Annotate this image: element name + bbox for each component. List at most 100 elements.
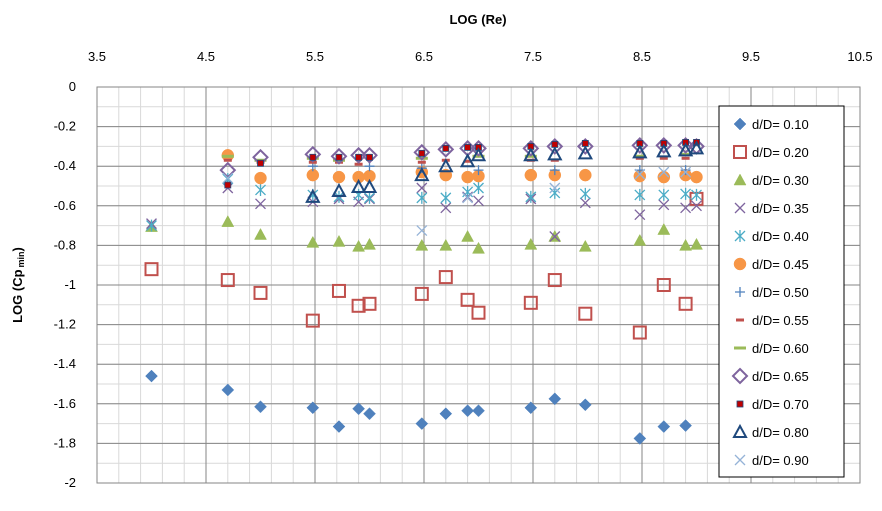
data-point	[546, 137, 564, 155]
y-tick-label: -1	[64, 277, 76, 292]
y-tick-label: -2	[64, 475, 76, 490]
data-point	[332, 234, 346, 247]
data-point	[472, 404, 485, 418]
data-point	[438, 270, 453, 285]
data-point	[366, 153, 373, 161]
series-d/D= 0.40	[146, 173, 702, 232]
data-point	[413, 143, 431, 161]
data-point	[415, 417, 429, 430]
data-point	[354, 162, 363, 166]
data-point	[655, 136, 673, 154]
x-tick-label: 6.5	[415, 49, 433, 64]
data-point	[416, 225, 428, 237]
legend: d/D= 0.10 d/D= 0.20 d/D= 0.30 d/D= 0.35 d/D=…	[718, 105, 845, 478]
data-point	[658, 199, 670, 211]
data-point	[473, 195, 484, 207]
data-point	[351, 298, 366, 313]
y-tick-label: -0.6	[54, 198, 76, 213]
legend-label: d/D= 0.90	[752, 453, 809, 468]
y-tick-label: -1.4	[54, 356, 76, 371]
series-d/D= 0.90	[222, 166, 692, 237]
data-point	[632, 144, 648, 159]
data-point	[257, 159, 264, 167]
data-point	[144, 262, 159, 277]
data-point	[253, 285, 268, 300]
data-point	[221, 383, 235, 397]
data-point	[332, 170, 346, 184]
legend-label: d/D= 0.20	[752, 145, 809, 160]
data-point	[680, 166, 692, 178]
y-tick-label: -1.6	[54, 396, 76, 411]
data-point	[523, 295, 538, 310]
data-point	[355, 153, 363, 161]
data-point	[219, 161, 237, 179]
data-point	[658, 188, 670, 201]
data-point	[350, 146, 368, 164]
legend-marker	[735, 287, 745, 297]
data-point	[524, 401, 538, 415]
legend-label: d/D= 0.60	[752, 341, 809, 356]
legend-label: d/D= 0.65	[752, 369, 809, 384]
data-point	[146, 219, 157, 232]
legend-marker	[733, 257, 747, 271]
x-tick-label: 8.5	[633, 49, 651, 64]
legend-label: d/D= 0.35	[752, 201, 809, 216]
data-point	[335, 153, 343, 161]
data-point	[364, 191, 375, 204]
legend-marker	[734, 454, 746, 466]
data-point	[440, 191, 452, 204]
legend-marker	[734, 346, 746, 350]
legend-marker	[731, 367, 749, 385]
x-tick-label: 4.5	[197, 49, 215, 64]
data-point	[350, 178, 367, 193]
x-tick-label: 10.5	[847, 49, 872, 64]
data-point	[223, 158, 232, 162]
legend-label: d/D= 0.50	[752, 285, 809, 300]
y-tick-label: -1.2	[54, 317, 76, 332]
data-point	[678, 296, 693, 311]
data-point	[305, 313, 320, 328]
data-point	[658, 166, 670, 178]
data-point	[525, 190, 537, 203]
data-point	[549, 182, 561, 194]
data-point	[679, 238, 693, 251]
data-point	[690, 237, 703, 250]
data-point	[634, 188, 646, 201]
x-tick-label: 3.5	[88, 49, 106, 64]
data-point	[634, 168, 646, 180]
data-point	[361, 146, 378, 164]
data-point	[691, 188, 702, 201]
series-d/D= 0.10	[145, 369, 692, 445]
data-point	[332, 420, 346, 433]
data-point	[681, 156, 690, 160]
data-point	[547, 146, 563, 161]
data-point	[631, 136, 649, 154]
x-axis-tick-labels: 3.5 4.5 5.5 6.5 7.5 8.5 9.5 10.5	[88, 49, 873, 64]
data-point	[633, 432, 647, 445]
data-point	[633, 154, 646, 158]
x-tick-label: 7.5	[524, 49, 542, 64]
legend-label: d/D= 0.55	[752, 313, 809, 328]
data-point	[463, 159, 472, 163]
data-point	[657, 420, 671, 433]
data-point	[471, 305, 486, 320]
series-d/D= 0.65	[219, 136, 705, 179]
data-point	[254, 171, 267, 185]
y-tick-label: -1.8	[54, 435, 76, 450]
data-point	[439, 407, 453, 421]
y-tick-label: -0.8	[54, 237, 76, 252]
data-point	[416, 182, 428, 194]
series-d/D= 0.30	[145, 215, 703, 254]
legend-label: d/D= 0.10	[752, 117, 809, 132]
data-point	[306, 235, 320, 248]
data-point	[577, 145, 594, 160]
data-point	[464, 143, 472, 151]
x-tick-label: 5.5	[306, 49, 324, 64]
data-point	[549, 186, 561, 199]
data-point	[255, 198, 266, 210]
data-point	[690, 170, 703, 184]
data-point	[680, 187, 692, 200]
data-point	[352, 402, 365, 416]
data-point	[549, 165, 560, 176]
